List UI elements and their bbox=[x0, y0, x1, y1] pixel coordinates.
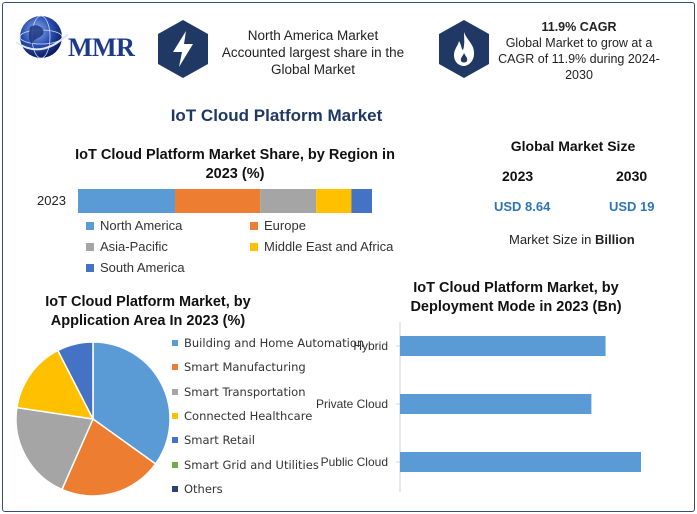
deployment-bar-hybrid bbox=[400, 336, 606, 356]
brand-logo-text: MMR bbox=[68, 33, 135, 62]
deployment-bar-private-cloud bbox=[400, 394, 592, 414]
application-legend-item: Connected Healthcare bbox=[172, 404, 362, 428]
application-legend: Building and Home Automation Smart Manufa… bbox=[172, 331, 365, 501]
info-line: Global Market to grow at a bbox=[505, 36, 653, 50]
region-legend-item: Europe bbox=[250, 218, 306, 233]
deployment-chart-title: IoT Cloud Platform Market, by Deployment… bbox=[410, 280, 622, 315]
legend-swatch bbox=[172, 340, 178, 347]
deployment-bar-chart: Hybrid Private Cloud Public Cloud bbox=[316, 322, 641, 492]
legend-label: North America bbox=[100, 218, 183, 233]
application-pie-chart bbox=[15, 341, 171, 497]
region-bar-segment-asia-pacific bbox=[260, 189, 317, 213]
region-year-label: 2023 bbox=[37, 193, 66, 208]
legend-label: Smart Retail bbox=[184, 433, 255, 448]
lightning-icon bbox=[158, 20, 208, 78]
legend-swatch bbox=[172, 461, 178, 468]
region-stacked-bar bbox=[78, 189, 372, 213]
application-legend-item: Smart Grid and Utilities bbox=[172, 452, 362, 476]
globe-logo-icon bbox=[15, 15, 69, 59]
value-2030: USD 19 bbox=[609, 199, 655, 214]
legend-swatch bbox=[172, 388, 178, 395]
legend-label: Building and Home Automation bbox=[184, 336, 365, 351]
region-bar-segment-north-america bbox=[78, 189, 176, 213]
deployment-category-label: Hybrid bbox=[353, 339, 388, 353]
legend-swatch bbox=[86, 221, 94, 230]
market-size-unit-note: Market Size in Billion bbox=[509, 232, 635, 247]
region-bar-segment-south-america bbox=[351, 189, 372, 213]
legend-label: Europe bbox=[264, 218, 306, 233]
legend-swatch bbox=[86, 242, 94, 251]
legend-label: Middle East and Africa bbox=[264, 239, 394, 254]
legend-label: South America bbox=[100, 260, 185, 275]
info-line: 2030 bbox=[565, 68, 593, 82]
region-legend: North America Europe Asia-Pacific Middle Ea… bbox=[86, 218, 406, 278]
legend-label: Smart Grid and Utilities bbox=[184, 457, 319, 472]
application-legend-item: Others bbox=[172, 477, 362, 501]
cagr-info: 11.9% CAGR Global Market to grow at a CA… bbox=[497, 19, 661, 83]
year-2023-label: 2023 bbox=[502, 168, 534, 184]
application-legend-item: Smart Transportation bbox=[172, 380, 362, 404]
legend-label: Others bbox=[184, 481, 223, 496]
unit-note-unit: Billion bbox=[594, 232, 635, 247]
info-line: CAGR of 11.9% during 2024- bbox=[498, 52, 660, 66]
legend-swatch bbox=[172, 437, 178, 444]
deployment-category-label: Private Cloud bbox=[316, 397, 388, 411]
application-legend-item: Smart Retail bbox=[172, 428, 362, 452]
legend-swatch bbox=[172, 364, 178, 371]
legend-swatch bbox=[172, 485, 178, 492]
legend-label: Asia-Pacific bbox=[100, 239, 168, 254]
info-line: Global Market bbox=[270, 62, 356, 77]
region-chart-title: IoT Cloud Platform Market Share, by Regi… bbox=[75, 147, 395, 182]
legend-label: Smart Transportation bbox=[184, 384, 306, 399]
north-america-info: North America Market Accounted largest s… bbox=[216, 27, 410, 78]
pie-slice-smart-manufacturing bbox=[60, 417, 157, 497]
legend-label: Connected Healthcare bbox=[184, 409, 313, 424]
pie-slice-connected-healthcare bbox=[15, 349, 95, 420]
region-legend-item: Middle East and Africa bbox=[250, 239, 393, 254]
cagr-title: 11.9% CAGR bbox=[541, 20, 617, 34]
application-legend-item: Building and Home Automation bbox=[172, 331, 365, 355]
legend-swatch bbox=[250, 221, 258, 230]
unit-note-prefix: Market Size in bbox=[509, 232, 595, 247]
application-legend-item: Smart Manufacturing bbox=[172, 355, 362, 379]
year-2030-label: 2030 bbox=[616, 168, 648, 184]
deployment-category-label: Public Cloud bbox=[321, 455, 388, 469]
page-title: IoT Cloud Platform Market bbox=[170, 106, 383, 125]
region-legend-item: North America bbox=[86, 218, 182, 233]
deployment-bar-public-cloud bbox=[400, 452, 641, 472]
info-line: North America Market bbox=[247, 28, 379, 43]
legend-swatch bbox=[172, 413, 178, 420]
legend-swatch bbox=[250, 242, 258, 251]
application-chart-title: IoT Cloud Platform Market, by Applicatio… bbox=[45, 294, 251, 329]
flame-icon bbox=[439, 20, 489, 78]
global-market-size-title: Global Market Size bbox=[510, 138, 636, 154]
value-2023: USD 8.64 bbox=[494, 199, 551, 214]
legend-swatch bbox=[86, 263, 94, 272]
region-legend-item: South America bbox=[86, 260, 185, 275]
region-legend-item: Asia-Pacific bbox=[86, 239, 168, 254]
info-line: Accounted largest share in the bbox=[221, 45, 405, 60]
pie-slice-building-and-home-automation bbox=[92, 341, 171, 465]
pie-slice-smart-retail bbox=[56, 341, 94, 420]
pie-slice-smart-transportation bbox=[15, 406, 95, 491]
legend-label: Smart Manufacturing bbox=[184, 360, 306, 375]
region-bar-segment-middle-east-and-africa bbox=[316, 189, 352, 213]
region-bar-segment-europe bbox=[175, 189, 261, 213]
